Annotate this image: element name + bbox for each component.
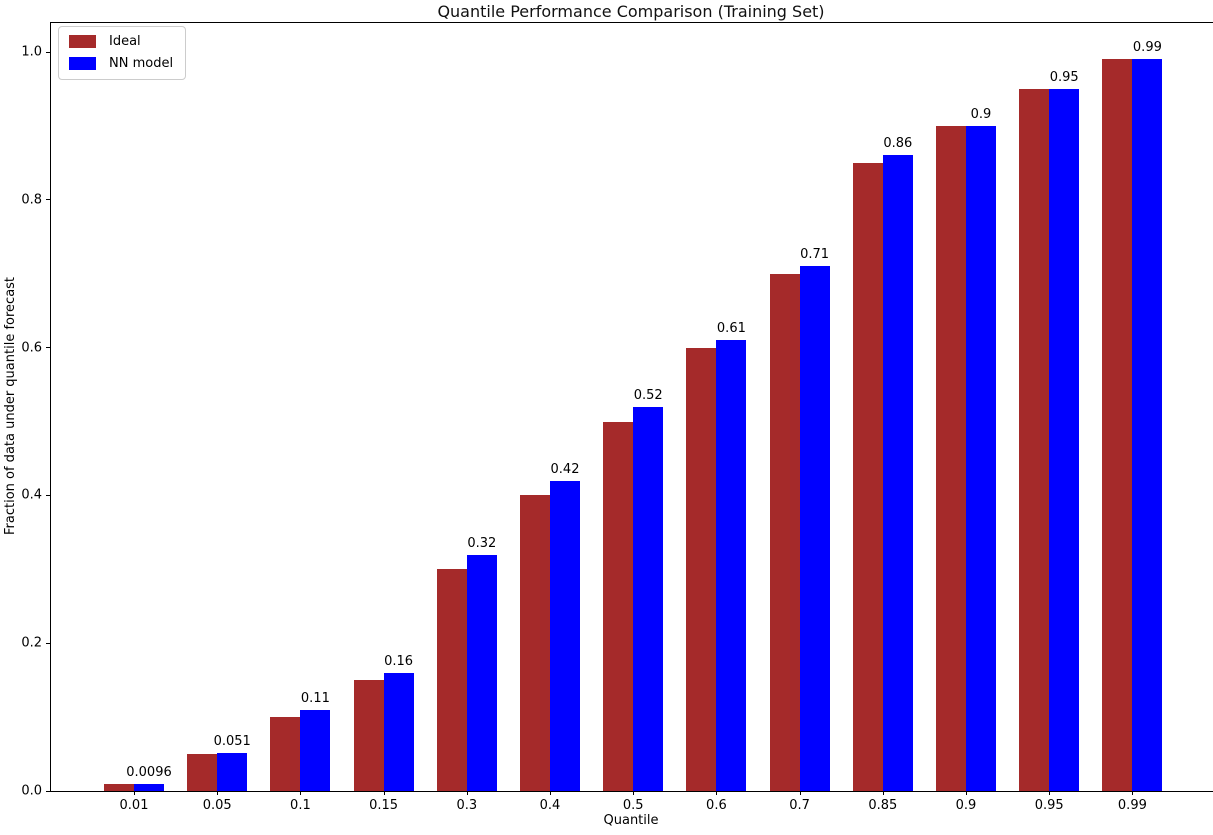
- y-tick-label: 1.0: [21, 44, 42, 60]
- y-tick-label: 0.2: [21, 635, 42, 651]
- x-tick: [716, 791, 718, 795]
- x-tick-label: 0.4: [539, 798, 561, 813]
- nn-model-bar: [882, 155, 913, 791]
- x-tick-label: 0.85: [868, 798, 898, 813]
- x-tick: [383, 791, 385, 795]
- nn-model-bar: [799, 266, 830, 791]
- x-tick: [799, 791, 801, 795]
- y-tick-label: 0.4: [21, 487, 42, 503]
- x-tick-label: 0.6: [706, 798, 727, 813]
- nn-model-bar: [1049, 88, 1080, 791]
- ideal-swatch-icon: [69, 35, 96, 48]
- x-tick-label: 0.15: [369, 798, 399, 813]
- ideal-bar: [270, 717, 301, 791]
- y-tick: [46, 494, 50, 496]
- bar-value-label: 0.52: [633, 387, 663, 403]
- ideal-bar: [769, 273, 800, 791]
- bar-value-label: 0.11: [300, 690, 330, 706]
- y-tick: [46, 642, 50, 644]
- y-tick-label: 0.0: [21, 783, 42, 799]
- nn-model-bar: [966, 125, 996, 791]
- nn-model-bar: [550, 480, 580, 791]
- nn-model-bar: [466, 554, 497, 791]
- x-tick-label: 0.95: [1034, 798, 1064, 813]
- ideal-bar: [353, 680, 384, 791]
- nn-model-bar: [716, 340, 747, 791]
- x-tick-label: 0.9: [955, 798, 977, 813]
- x-tick: [466, 791, 468, 795]
- x-tick-label: 0.3: [456, 798, 478, 813]
- x-tick-label: 0.1: [290, 798, 311, 813]
- y-axis-label: Fraction of data under quantile forecast: [3, 276, 18, 536]
- nn-model-bar: [217, 753, 248, 791]
- bar-value-label: 0.61: [716, 321, 746, 337]
- nn-model-bar: [383, 672, 414, 791]
- ideal-bar: [603, 421, 634, 791]
- chart-title: Quantile Performance Comparison (Trainin…: [437, 2, 825, 21]
- ideal-bar: [852, 162, 883, 791]
- ideal-bar: [104, 783, 134, 791]
- ideal-bar: [187, 754, 218, 791]
- y-tick: [46, 199, 50, 201]
- x-axis-label: Quantile: [603, 813, 659, 828]
- ideal-bar: [520, 495, 550, 791]
- ideal-bar: [1102, 59, 1133, 791]
- ideal-bar: [436, 569, 467, 791]
- nn-model-bar: [300, 709, 331, 791]
- bar-value-label: 0.0096: [126, 764, 172, 780]
- ideal-bar: [936, 125, 966, 791]
- bar-value-label: 0.42: [550, 461, 580, 477]
- x-tick-label: 0.01: [119, 798, 149, 813]
- legend: Ideal NN model: [58, 26, 187, 80]
- ideal-bar: [1019, 88, 1050, 791]
- x-tick-label: 0.5: [622, 798, 644, 813]
- plot-area: Ideal NN model 0.0096 0.01 0.051 0.05 0.11 0.…: [21, 22, 1213, 813]
- bar-value-label: 0.99: [1132, 40, 1162, 56]
- bar-value-label: 0.71: [800, 247, 830, 263]
- y-tick-label: 0.8: [21, 192, 42, 208]
- x-tick: [300, 791, 302, 795]
- x-tick: [1132, 791, 1134, 795]
- legend-entry-ideal: Ideal: [69, 34, 173, 49]
- bar-value-label: 0.95: [1049, 69, 1079, 85]
- legend-entry-nn-model: NN model: [69, 56, 173, 71]
- x-tick: [550, 791, 551, 795]
- x-tick: [1049, 791, 1051, 795]
- y-tick: [46, 347, 50, 349]
- legend-label-nn-model: NN model: [109, 56, 174, 71]
- x-tick: [882, 791, 884, 795]
- y-tick-label: 0.6: [21, 340, 42, 356]
- nn-model-swatch-icon: [69, 57, 96, 70]
- x-tick: [134, 791, 135, 795]
- nn-model-bar: [1132, 59, 1163, 791]
- y-tick: [46, 51, 50, 53]
- ideal-bar: [686, 347, 717, 791]
- bar-value-label: 0.9: [970, 106, 992, 122]
- bar-value-label: 0.32: [467, 535, 497, 551]
- x-tick-label: 0.05: [202, 798, 232, 813]
- y-tick: [46, 790, 50, 792]
- bar-value-label: 0.86: [883, 136, 913, 152]
- legend-label-ideal: Ideal: [109, 34, 141, 49]
- nn-model-bar: [633, 406, 664, 791]
- x-tick: [633, 791, 635, 795]
- x-tick: [217, 791, 219, 795]
- nn-model-bar: [134, 783, 164, 791]
- bar-value-label: 0.16: [384, 653, 414, 669]
- x-tick: [966, 791, 967, 795]
- bar-value-label: 0.051: [213, 734, 251, 750]
- x-tick-label: 0.7: [789, 798, 810, 813]
- x-tick-label: 0.99: [1117, 798, 1147, 813]
